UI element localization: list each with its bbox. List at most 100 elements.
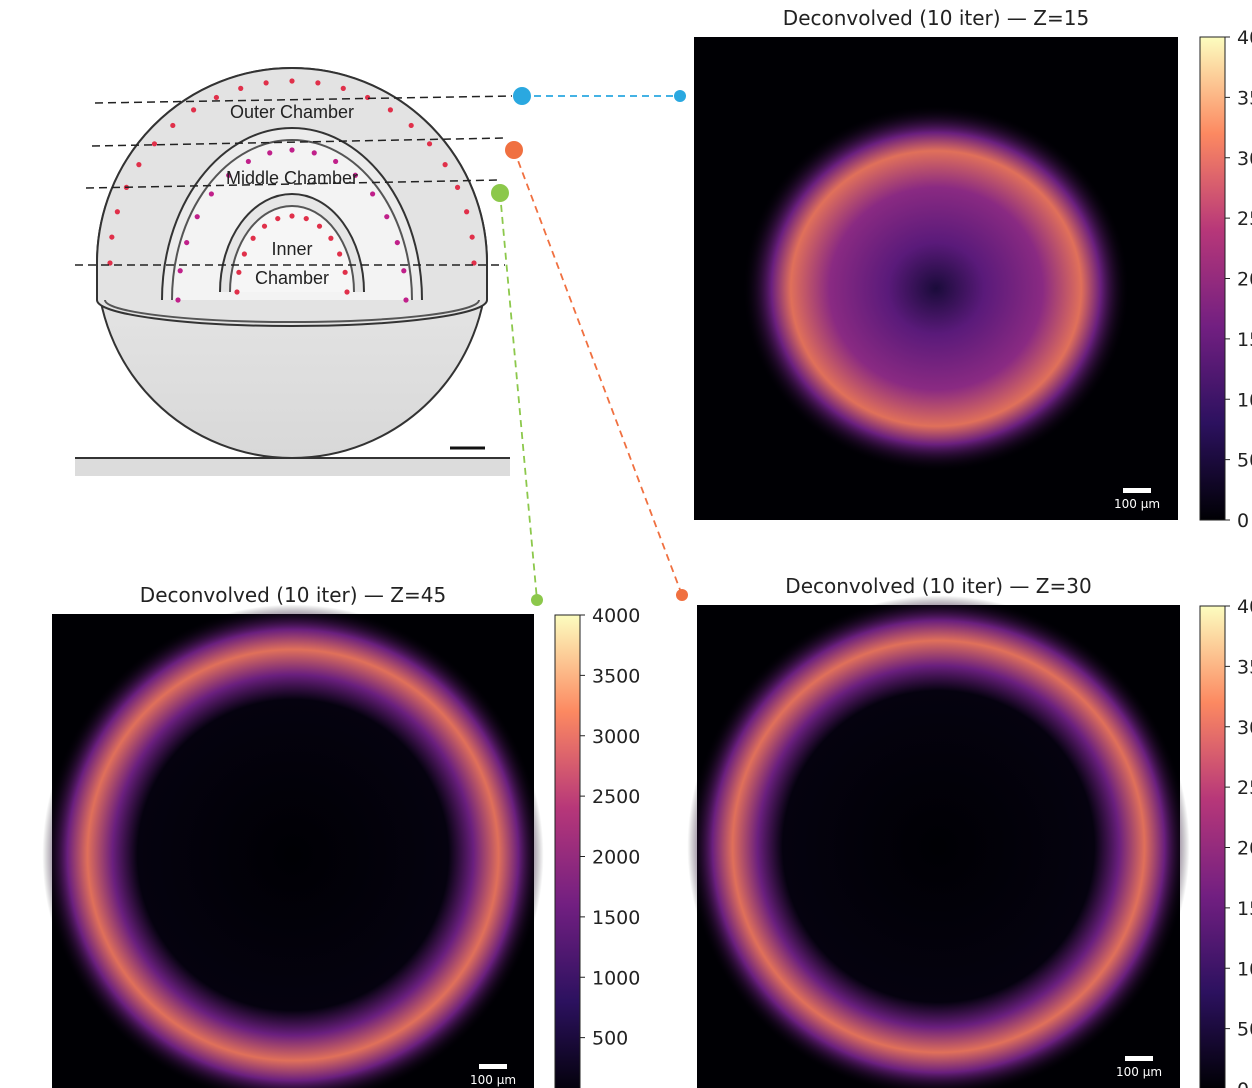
diagram-label: Inner (271, 239, 312, 259)
cell-dot (263, 80, 268, 85)
cell-dot (289, 213, 294, 218)
connector-dot (491, 184, 509, 202)
colorbar-tick-label: 2000 (1237, 269, 1252, 291)
colorbar-tick-label: 1000 (592, 967, 640, 989)
cell-dot (267, 150, 272, 155)
colorbar-tick-label: 4000 (592, 605, 640, 627)
cell-dot (409, 123, 414, 128)
panel-title: Deconvolved (10 iter) — Z=15 (783, 6, 1089, 30)
cell-dot (304, 216, 309, 221)
colorbar-tick-label: 3000 (1237, 717, 1252, 739)
colorbar-tick-label: 500 (1237, 1019, 1252, 1041)
cell-dot (184, 240, 189, 245)
cell-dot (455, 185, 460, 190)
cell-dot (175, 297, 180, 302)
colorbar-tick-label: 3500 (1237, 87, 1252, 109)
colorbar (1200, 606, 1225, 1088)
colorbar-tick-label: 2000 (592, 847, 640, 869)
cell-dot (384, 214, 389, 219)
colorbar-tick-label: 2500 (1237, 777, 1252, 799)
chamber-diagram: Outer Chamber Middle Chamber Inner Chamb… (75, 68, 688, 606)
cell-dot (236, 270, 241, 275)
colorbar-tick-label: 1000 (1237, 958, 1252, 980)
colorbar-tick-label: 4000 (1237, 596, 1252, 618)
scale-bar (1123, 488, 1151, 493)
colorbar (555, 615, 580, 1088)
cell-dot (470, 234, 475, 239)
cell-dot (333, 159, 338, 164)
cell-dot (401, 268, 406, 273)
connector-dot (674, 90, 686, 102)
cell-dot (443, 162, 448, 167)
connector-dot (513, 87, 531, 105)
colorbar-tick-label: 1500 (592, 907, 640, 929)
scale-bar-label: 100 µm (1114, 497, 1160, 511)
cell-dot (403, 297, 408, 302)
colorbar-tick-label: 0 (1237, 1079, 1249, 1088)
cell-dot (343, 270, 348, 275)
cell-dot (238, 86, 243, 91)
cell-dot (341, 86, 346, 91)
cell-dot (289, 147, 294, 152)
cell-dot (262, 224, 267, 229)
cell-dot (395, 240, 400, 245)
cell-dot (328, 236, 333, 241)
cell-dot (136, 162, 141, 167)
cell-dot (337, 251, 342, 256)
scale-bar (1125, 1056, 1153, 1061)
colorbar-tick-label: 1500 (1237, 898, 1252, 920)
cell-dot (464, 209, 469, 214)
cell-dot (209, 191, 214, 196)
colorbar-tick-label: 3000 (592, 726, 640, 748)
ground (75, 458, 510, 476)
diagram-label: Outer Chamber (230, 102, 354, 122)
connector-dot (531, 594, 543, 606)
colorbar (1200, 37, 1225, 520)
colorbar-tick-label: 2500 (592, 786, 640, 808)
connectors (500, 96, 682, 600)
cell-dot (191, 107, 196, 112)
micrograph-signal (687, 595, 1189, 1088)
figure: Outer Chamber Middle Chamber Inner Chamb… (0, 0, 1252, 1088)
cell-dot (312, 150, 317, 155)
scale-bar-label: 100 µm (470, 1073, 516, 1087)
colorbar-tick-label: 500 (592, 1028, 628, 1050)
micrograph-signal (42, 604, 543, 1088)
connector-dot (505, 141, 523, 159)
cell-dot (251, 236, 256, 241)
micrograph-signal (742, 105, 1129, 472)
colorbar-tick-label: 3500 (1237, 656, 1252, 678)
cell-dot (115, 209, 120, 214)
panel-title: Deconvolved (10 iter) — Z=30 (785, 574, 1091, 598)
colorbar-tick-label: 1500 (1237, 329, 1252, 351)
colorbar-tick-label: 1000 (1237, 389, 1252, 411)
panel: Deconvolved (10 iter) — Z=15100 µm050010… (694, 6, 1252, 532)
connector-dot (676, 589, 688, 601)
panel: Deconvolved (10 iter) — Z=30 100 µm 0 500 10… (687, 574, 1252, 1088)
cell-dot (214, 95, 219, 100)
colorbar-tick-label: 3500 (592, 665, 640, 687)
cell-dot (242, 251, 247, 256)
scale-bar (479, 1064, 507, 1069)
cell-dot (427, 141, 432, 146)
cell-dot (289, 78, 294, 83)
cell-dot (317, 224, 322, 229)
panel-title: Deconvolved (10 iter) — Z=45 (140, 583, 446, 607)
cell-dot (275, 216, 280, 221)
cell-dot (234, 289, 239, 294)
colorbar-tick-label: 3000 (1237, 148, 1252, 170)
colorbar-tick-label: 2000 (1237, 838, 1252, 860)
colorbar-tick-label: 4000 (1237, 27, 1252, 49)
cell-dot (195, 214, 200, 219)
scale-bar-label: 100 µm (1116, 1065, 1162, 1079)
cell-dot (388, 107, 393, 112)
cell-dot (152, 141, 157, 146)
cell-dot (365, 95, 370, 100)
cell-dot (344, 289, 349, 294)
colorbar-tick-label: 2500 (1237, 208, 1252, 230)
diagram-label: Chamber (255, 268, 329, 288)
cell-dot (170, 123, 175, 128)
cell-dot (370, 191, 375, 196)
cell-dot (178, 268, 183, 273)
